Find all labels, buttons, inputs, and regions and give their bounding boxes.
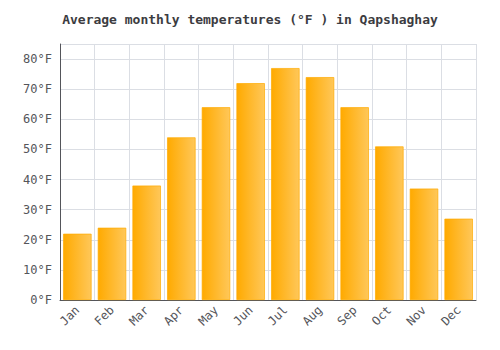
svg-text:60°F: 60°F (23, 112, 52, 126)
svg-text:Jan: Jan (57, 303, 82, 328)
svg-text:Oct: Oct (369, 303, 394, 328)
svg-text:Dec: Dec (438, 303, 463, 328)
svg-text:Average monthly temperatures (: Average monthly temperatures (°F ) in Qa… (62, 12, 438, 27)
svg-text:70°F: 70°F (23, 82, 52, 96)
svg-text:Mar: Mar (126, 303, 151, 328)
svg-text:10°F: 10°F (23, 263, 52, 277)
svg-text:50°F: 50°F (23, 142, 52, 156)
svg-text:Jun: Jun (230, 303, 255, 328)
svg-text:Sep: Sep (334, 303, 359, 328)
svg-text:Nov: Nov (404, 303, 429, 328)
svg-text:40°F: 40°F (23, 173, 52, 187)
svg-text:Jul: Jul (265, 303, 290, 328)
svg-text:80°F: 80°F (23, 52, 52, 66)
svg-text:0°F: 0°F (30, 293, 52, 307)
svg-text:May: May (196, 303, 221, 328)
svg-text:Feb: Feb (92, 303, 117, 328)
svg-text:Apr: Apr (161, 303, 186, 328)
svg-text:30°F: 30°F (23, 203, 52, 217)
svg-text:Aug: Aug (300, 303, 325, 328)
svg-text:20°F: 20°F (23, 233, 52, 247)
